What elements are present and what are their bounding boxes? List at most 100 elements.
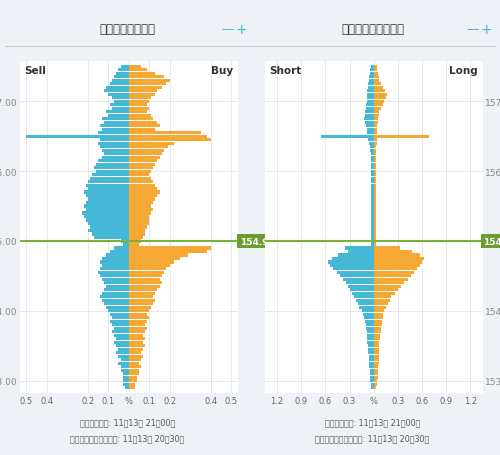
Bar — [365, 114, 374, 117]
Bar — [129, 69, 147, 72]
Bar — [374, 275, 411, 278]
Bar — [129, 334, 143, 337]
Text: スナップショット時間: 11月13日 20時30分: スナップショット時間: 11月13日 20時30分 — [316, 433, 430, 442]
Bar — [369, 355, 374, 358]
Bar — [90, 177, 129, 180]
Bar — [104, 303, 129, 306]
Bar — [322, 135, 374, 138]
Bar — [84, 191, 129, 194]
Bar — [374, 121, 378, 124]
Bar — [129, 66, 141, 69]
Bar — [374, 118, 378, 121]
Bar — [129, 348, 143, 351]
Bar — [129, 285, 160, 288]
Bar — [129, 289, 158, 292]
Bar — [112, 324, 129, 327]
Bar — [372, 198, 374, 201]
Bar — [129, 379, 137, 383]
Bar — [100, 139, 129, 142]
Bar — [112, 317, 129, 320]
Bar — [374, 233, 376, 236]
Bar — [368, 93, 374, 96]
Bar — [374, 338, 380, 341]
Bar — [88, 187, 129, 191]
Bar — [374, 132, 377, 135]
Bar — [129, 80, 170, 82]
Bar — [129, 76, 164, 79]
Bar — [110, 104, 129, 107]
Bar — [92, 174, 129, 177]
Bar — [118, 355, 129, 358]
Bar — [374, 344, 380, 348]
Bar — [372, 191, 374, 194]
Bar — [100, 261, 129, 264]
Bar — [359, 306, 374, 309]
Bar — [129, 240, 141, 243]
Bar — [374, 69, 377, 72]
Bar — [369, 80, 374, 82]
Bar — [116, 344, 129, 348]
Bar — [129, 362, 139, 365]
Bar — [88, 181, 129, 184]
Bar — [374, 184, 376, 187]
Bar — [365, 121, 374, 124]
Bar — [374, 219, 376, 222]
Bar — [88, 229, 129, 233]
Bar — [102, 299, 129, 302]
Bar — [374, 362, 378, 365]
Bar — [366, 324, 374, 327]
Bar — [372, 163, 374, 166]
Bar — [372, 219, 374, 222]
Bar — [370, 149, 374, 152]
Bar — [129, 310, 150, 313]
Bar — [120, 365, 129, 369]
Bar — [129, 125, 160, 128]
Bar — [374, 258, 424, 260]
Bar — [374, 181, 376, 184]
Bar — [369, 362, 374, 365]
Bar — [372, 212, 374, 215]
Text: 最新更新時間: 11月13日 21時00分: 最新更新時間: 11月13日 21時00分 — [80, 418, 175, 427]
Bar — [118, 348, 129, 351]
Bar — [370, 177, 374, 180]
Bar — [129, 191, 160, 194]
Bar — [374, 355, 378, 358]
Bar — [374, 177, 376, 180]
Bar — [129, 271, 164, 274]
Bar — [338, 254, 374, 257]
Bar — [374, 303, 388, 306]
Bar — [374, 170, 376, 173]
Bar — [129, 299, 156, 302]
Text: オープンオーダー: オープンオーダー — [100, 23, 156, 36]
Bar — [370, 153, 374, 156]
Bar — [368, 348, 374, 351]
Bar — [129, 352, 141, 354]
Bar — [332, 258, 374, 260]
Bar — [348, 285, 374, 288]
Bar — [374, 292, 394, 295]
Bar — [374, 264, 420, 268]
Bar — [374, 142, 377, 145]
Bar — [345, 247, 374, 250]
Text: 154.998: 154.998 — [240, 237, 281, 246]
Bar — [368, 86, 374, 90]
Bar — [374, 208, 376, 212]
Bar — [98, 271, 129, 274]
Bar — [372, 184, 374, 187]
Bar — [364, 118, 374, 121]
Bar — [374, 83, 381, 86]
Bar — [116, 72, 129, 76]
Bar — [122, 379, 129, 383]
Bar — [374, 216, 376, 218]
Bar — [112, 80, 129, 82]
Bar — [129, 233, 145, 236]
Bar — [129, 208, 154, 212]
Bar — [129, 83, 166, 86]
Bar — [92, 233, 129, 236]
Bar — [374, 369, 378, 372]
Bar — [374, 125, 377, 128]
Bar — [368, 338, 374, 341]
Bar — [129, 153, 162, 156]
Bar — [358, 303, 374, 306]
Bar — [129, 118, 154, 121]
